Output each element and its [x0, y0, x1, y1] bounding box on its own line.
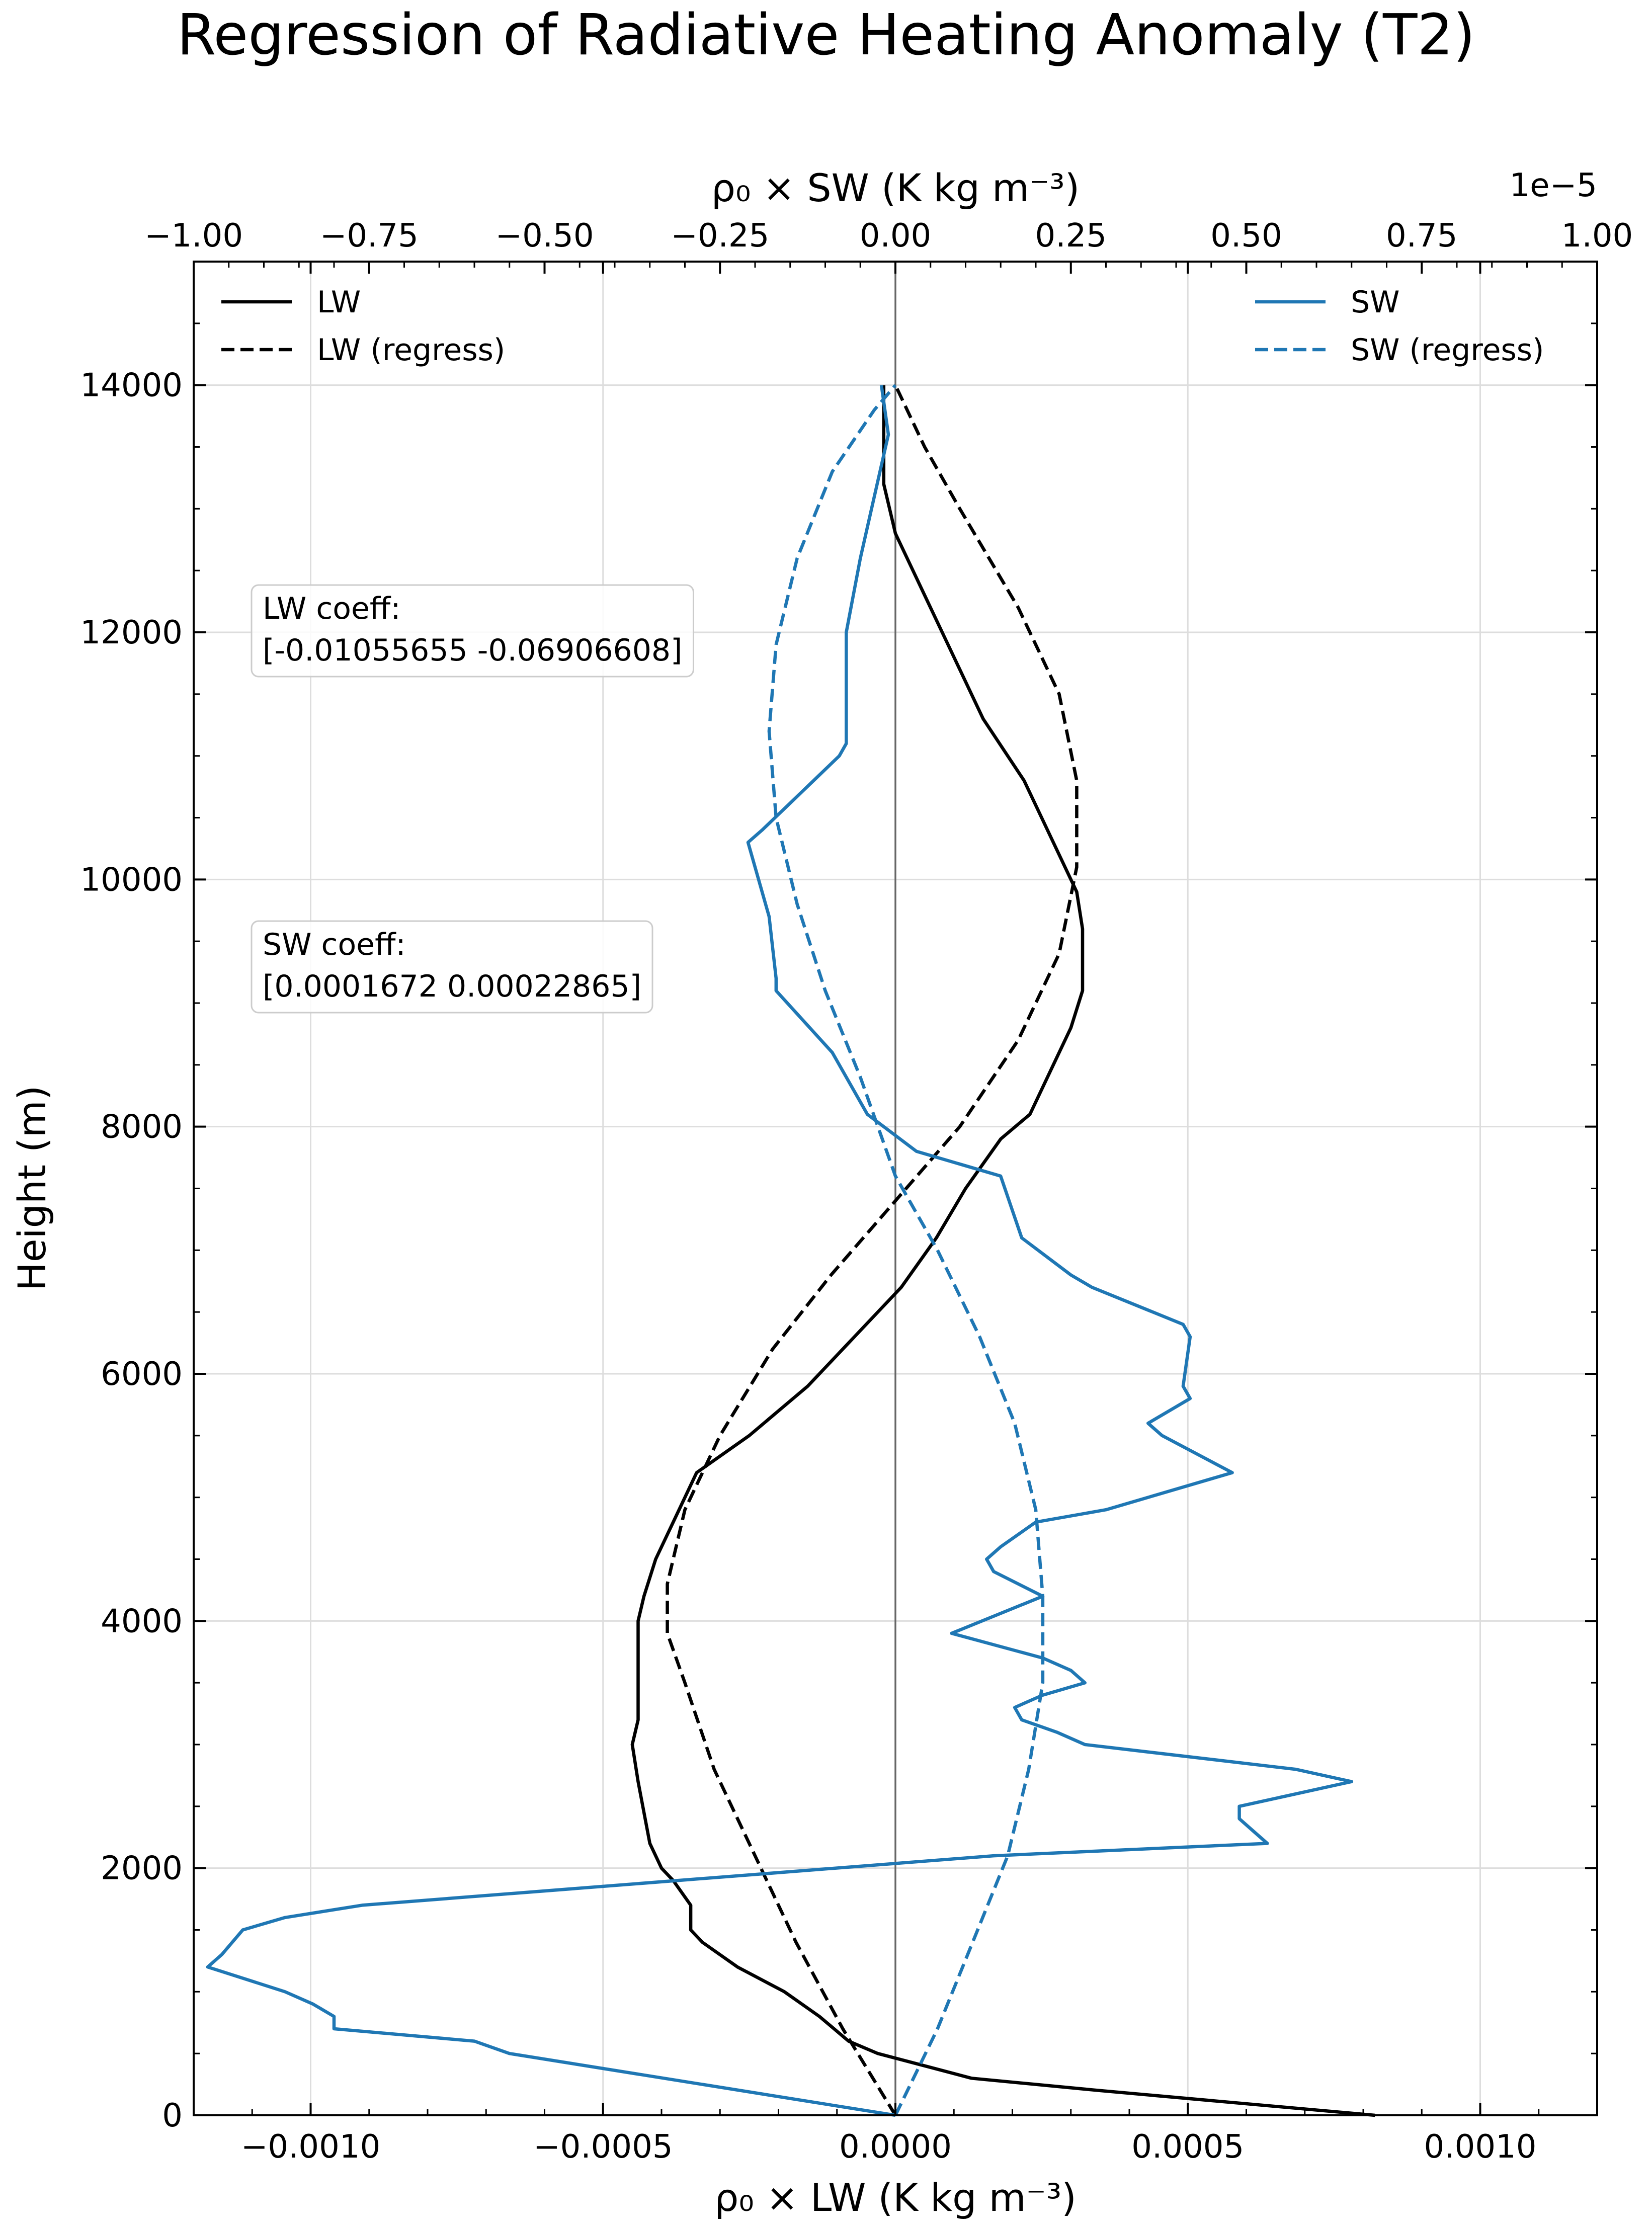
x-top-tick-label: −0.75 — [320, 217, 419, 255]
ticks: −0.0010 −0.0005 0.0000 0.0005 0.0010 −1.00 −0.… — [80, 217, 1633, 2166]
x-top-tick-label: 0.00 — [860, 217, 932, 255]
x-top-tick-label: 0.25 — [1035, 217, 1107, 255]
annotation-box: SW coeff: [0.0001672 0.00022865] — [251, 920, 653, 1014]
top-axis-offset-text: 1e−5 — [1510, 167, 1597, 204]
x-bottom-tick-label: 0.0000 — [839, 2128, 952, 2166]
y-axis-label: Height (m) — [10, 1086, 54, 1291]
x-top-tick-label: −1.00 — [144, 217, 243, 255]
x-axis-label-top: ρ₀ × SW (K kg m⁻³) — [711, 166, 1080, 210]
y-tick-label: 0 — [162, 2097, 183, 2134]
x-axis-label-bottom: ρ₀ × LW (K kg m⁻³) — [714, 2175, 1077, 2220]
y-tick-label: 8000 — [101, 1109, 183, 1146]
x-bottom-tick-label: −0.0010 — [241, 2128, 381, 2166]
y-tick-label: 4000 — [101, 1603, 183, 1640]
y-tick-label: 14000 — [80, 367, 183, 404]
annotation-line-2: [-0.01055655 -0.06906608] — [263, 633, 682, 668]
x-bottom-tick-label: −0.0005 — [533, 2128, 673, 2166]
legend-left: LW LW (regress) — [221, 285, 505, 368]
series-line-sw-regress — [767, 384, 1045, 2116]
annotation-line-1: SW coeff: — [263, 927, 406, 962]
series-line-lw-regress — [666, 384, 1079, 2116]
series-line-sw — [206, 385, 1354, 2117]
legend-label: LW (regress) — [317, 333, 505, 368]
chart-title: Regression of Radiative Heating Anomaly … — [177, 3, 1475, 68]
x-top-tick-label: 0.50 — [1210, 217, 1282, 255]
annotation-frame — [251, 584, 694, 678]
y-tick-label: 10000 — [80, 861, 183, 898]
legend-label: SW (regress) — [1351, 333, 1544, 368]
x-bottom-tick-label: 0.0010 — [1424, 2128, 1537, 2166]
x-top-tick-label: 0.75 — [1386, 217, 1458, 255]
x-top-tick-label: 1.00 — [1561, 217, 1633, 255]
y-tick-label: 12000 — [80, 614, 183, 651]
legend-label: SW — [1351, 285, 1399, 320]
y-tick-label: 2000 — [101, 1850, 183, 1887]
annotations: LW coeff: [-0.01055655 -0.06906608] SW coe… — [251, 584, 694, 1014]
x-top-tick-label: −0.25 — [671, 217, 769, 255]
series-lines — [206, 384, 1375, 2117]
y-tick-label: 6000 — [101, 1356, 183, 1393]
annotation-frame — [251, 920, 653, 1014]
legend-right: SW SW (regress) — [1255, 285, 1544, 368]
annotation-line-2: [0.0001672 0.00022865] — [263, 969, 641, 1004]
series-line-lw — [630, 385, 1375, 2117]
annotation-line-1: LW coeff: — [263, 591, 400, 626]
annotation-box: LW coeff: [-0.01055655 -0.06906608] — [251, 584, 694, 678]
legend-label: LW — [317, 285, 361, 320]
x-bottom-tick-label: 0.0005 — [1131, 2128, 1244, 2166]
x-top-tick-label: −0.50 — [495, 217, 594, 255]
